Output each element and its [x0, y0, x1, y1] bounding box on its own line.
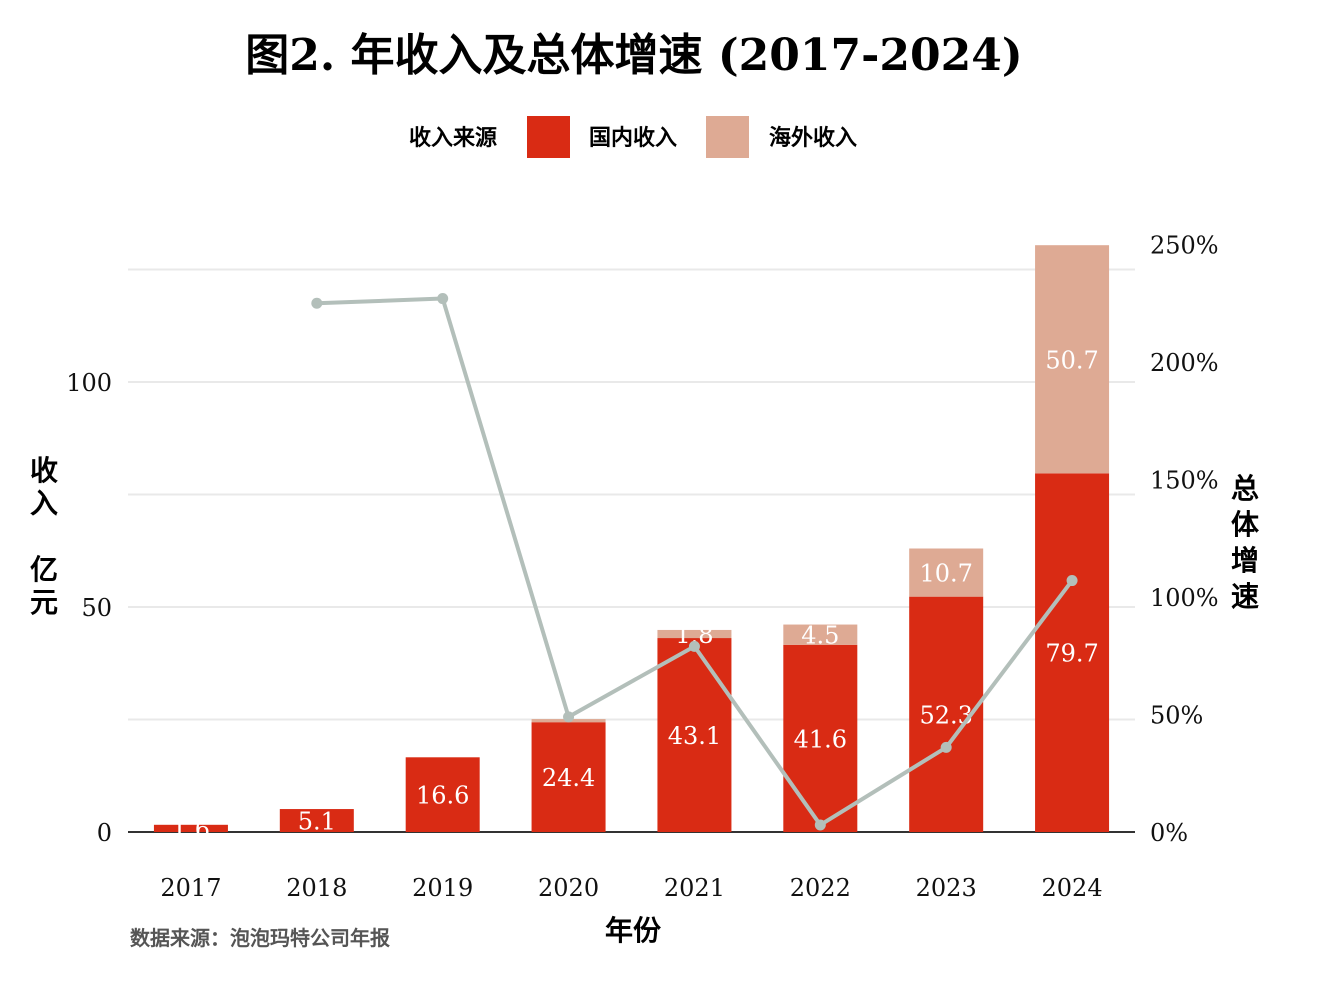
- growth-line: [311, 293, 1078, 831]
- bar-labels: 1.6 5.116.624.443.11.841.64.552.310.779.7…: [172, 346, 1099, 843]
- bar-domestic-2021: [657, 638, 732, 832]
- bar-label-domestic-2019: 16.6: [416, 782, 469, 810]
- y2-axis-title-char: 总: [1231, 472, 1259, 505]
- bar-label-overseas-2022: 4.5: [801, 622, 839, 650]
- x-tick-label: 2024: [1042, 874, 1103, 902]
- legend-title: 收入来源: [409, 125, 497, 151]
- bar-domestic-2017: [153, 824, 228, 832]
- x-tick-label: 2019: [412, 874, 473, 902]
- bar-label-domestic-2017: 1.6: [172, 815, 210, 843]
- bar-domestic-2018: [279, 809, 354, 832]
- bars: [153, 245, 1110, 832]
- y2-axis-title-char: 体: [1231, 508, 1260, 541]
- bar-label-domestic-2024: 79.7: [1045, 640, 1098, 668]
- x-tick-label: 2021: [664, 874, 725, 902]
- y-axis-ticks: 0 50 100: [66, 369, 112, 847]
- bar-label-domestic-2022: 41.6: [794, 725, 847, 753]
- x-axis-ticks: 2017 2018 2019 2020 2021 2022 2023 2024: [160, 874, 1102, 902]
- y2-tick-label: 150%: [1150, 467, 1219, 495]
- growth-point-2023: [940, 741, 952, 753]
- legend-label-domestic: 国内收入: [589, 125, 677, 151]
- legend: 收入来源 国内收入 海外收入: [409, 116, 857, 158]
- bar-label-overseas-2024: 50.7: [1045, 346, 1098, 374]
- y-axis-title-char: 亿: [30, 553, 58, 586]
- chart-title: 图2. 年收入及总体增速 (2017-2024): [245, 30, 1022, 81]
- bar-domestic-2022: [783, 644, 858, 832]
- growth-point-2020: [563, 711, 575, 723]
- y-tick-label: 0: [97, 819, 112, 847]
- gridlines: [128, 268, 1135, 833]
- growth-point-2022: [814, 819, 826, 831]
- growth-point-2021: [688, 640, 700, 652]
- x-axis-title: 年份: [605, 914, 661, 947]
- y2-axis-title: 总体增速: [1231, 472, 1260, 613]
- y-tick-label: 100: [66, 369, 112, 397]
- x-tick-label: 2017: [160, 874, 221, 902]
- legend-swatch-domestic: [527, 116, 570, 158]
- bar-label-domestic-2020: 24.4: [542, 764, 595, 792]
- y2-axis-title-char: 增: [1231, 544, 1259, 577]
- bar-label-overseas-2023: 10.7: [919, 560, 972, 588]
- y2-tick-label: 0%: [1150, 819, 1188, 847]
- bar-domestic-2019: [405, 757, 480, 832]
- y2-tick-label: 100%: [1150, 584, 1219, 612]
- y2-tick-label: 50%: [1150, 702, 1203, 730]
- bar-domestic-2020: [531, 722, 606, 832]
- growth-point-2019: [437, 293, 449, 305]
- y-axis-title-char: 入: [30, 487, 58, 520]
- bar-overseas-2021: [657, 629, 732, 639]
- bar-overseas-2023: [909, 548, 984, 597]
- x-tick-label: 2020: [538, 874, 599, 902]
- x-tick-label: 2023: [916, 874, 977, 902]
- y-axis-title-char: 收: [30, 454, 58, 487]
- bar-domestic-2024: [1035, 473, 1110, 832]
- y2-axis-title-char: 速: [1231, 580, 1259, 613]
- source-note: 数据来源：泡泡玛特公司年报: [130, 926, 390, 950]
- bar-label-domestic-2018: 5.1: [298, 808, 336, 836]
- growth-point-2024: [1066, 575, 1078, 587]
- legend-label-overseas: 海外收入: [769, 125, 857, 151]
- y2-axis-ticks: 0% 50% 100% 150% 200% 250%: [1150, 232, 1219, 848]
- x-tick-label: 2022: [790, 874, 851, 902]
- bar-label-domestic-2021: 43.1: [668, 722, 721, 750]
- bar-overseas-2022: [783, 624, 858, 645]
- bar-overseas-2024: [1035, 245, 1110, 474]
- x-tick-label: 2018: [286, 874, 347, 902]
- y2-tick-label: 200%: [1150, 349, 1219, 377]
- y-axis-title-char: 元: [30, 586, 58, 619]
- growth-point-2018: [311, 297, 323, 309]
- legend-swatch-overseas: [706, 116, 749, 158]
- y-tick-label: 50: [81, 594, 112, 622]
- y2-tick-label: 250%: [1150, 232, 1219, 260]
